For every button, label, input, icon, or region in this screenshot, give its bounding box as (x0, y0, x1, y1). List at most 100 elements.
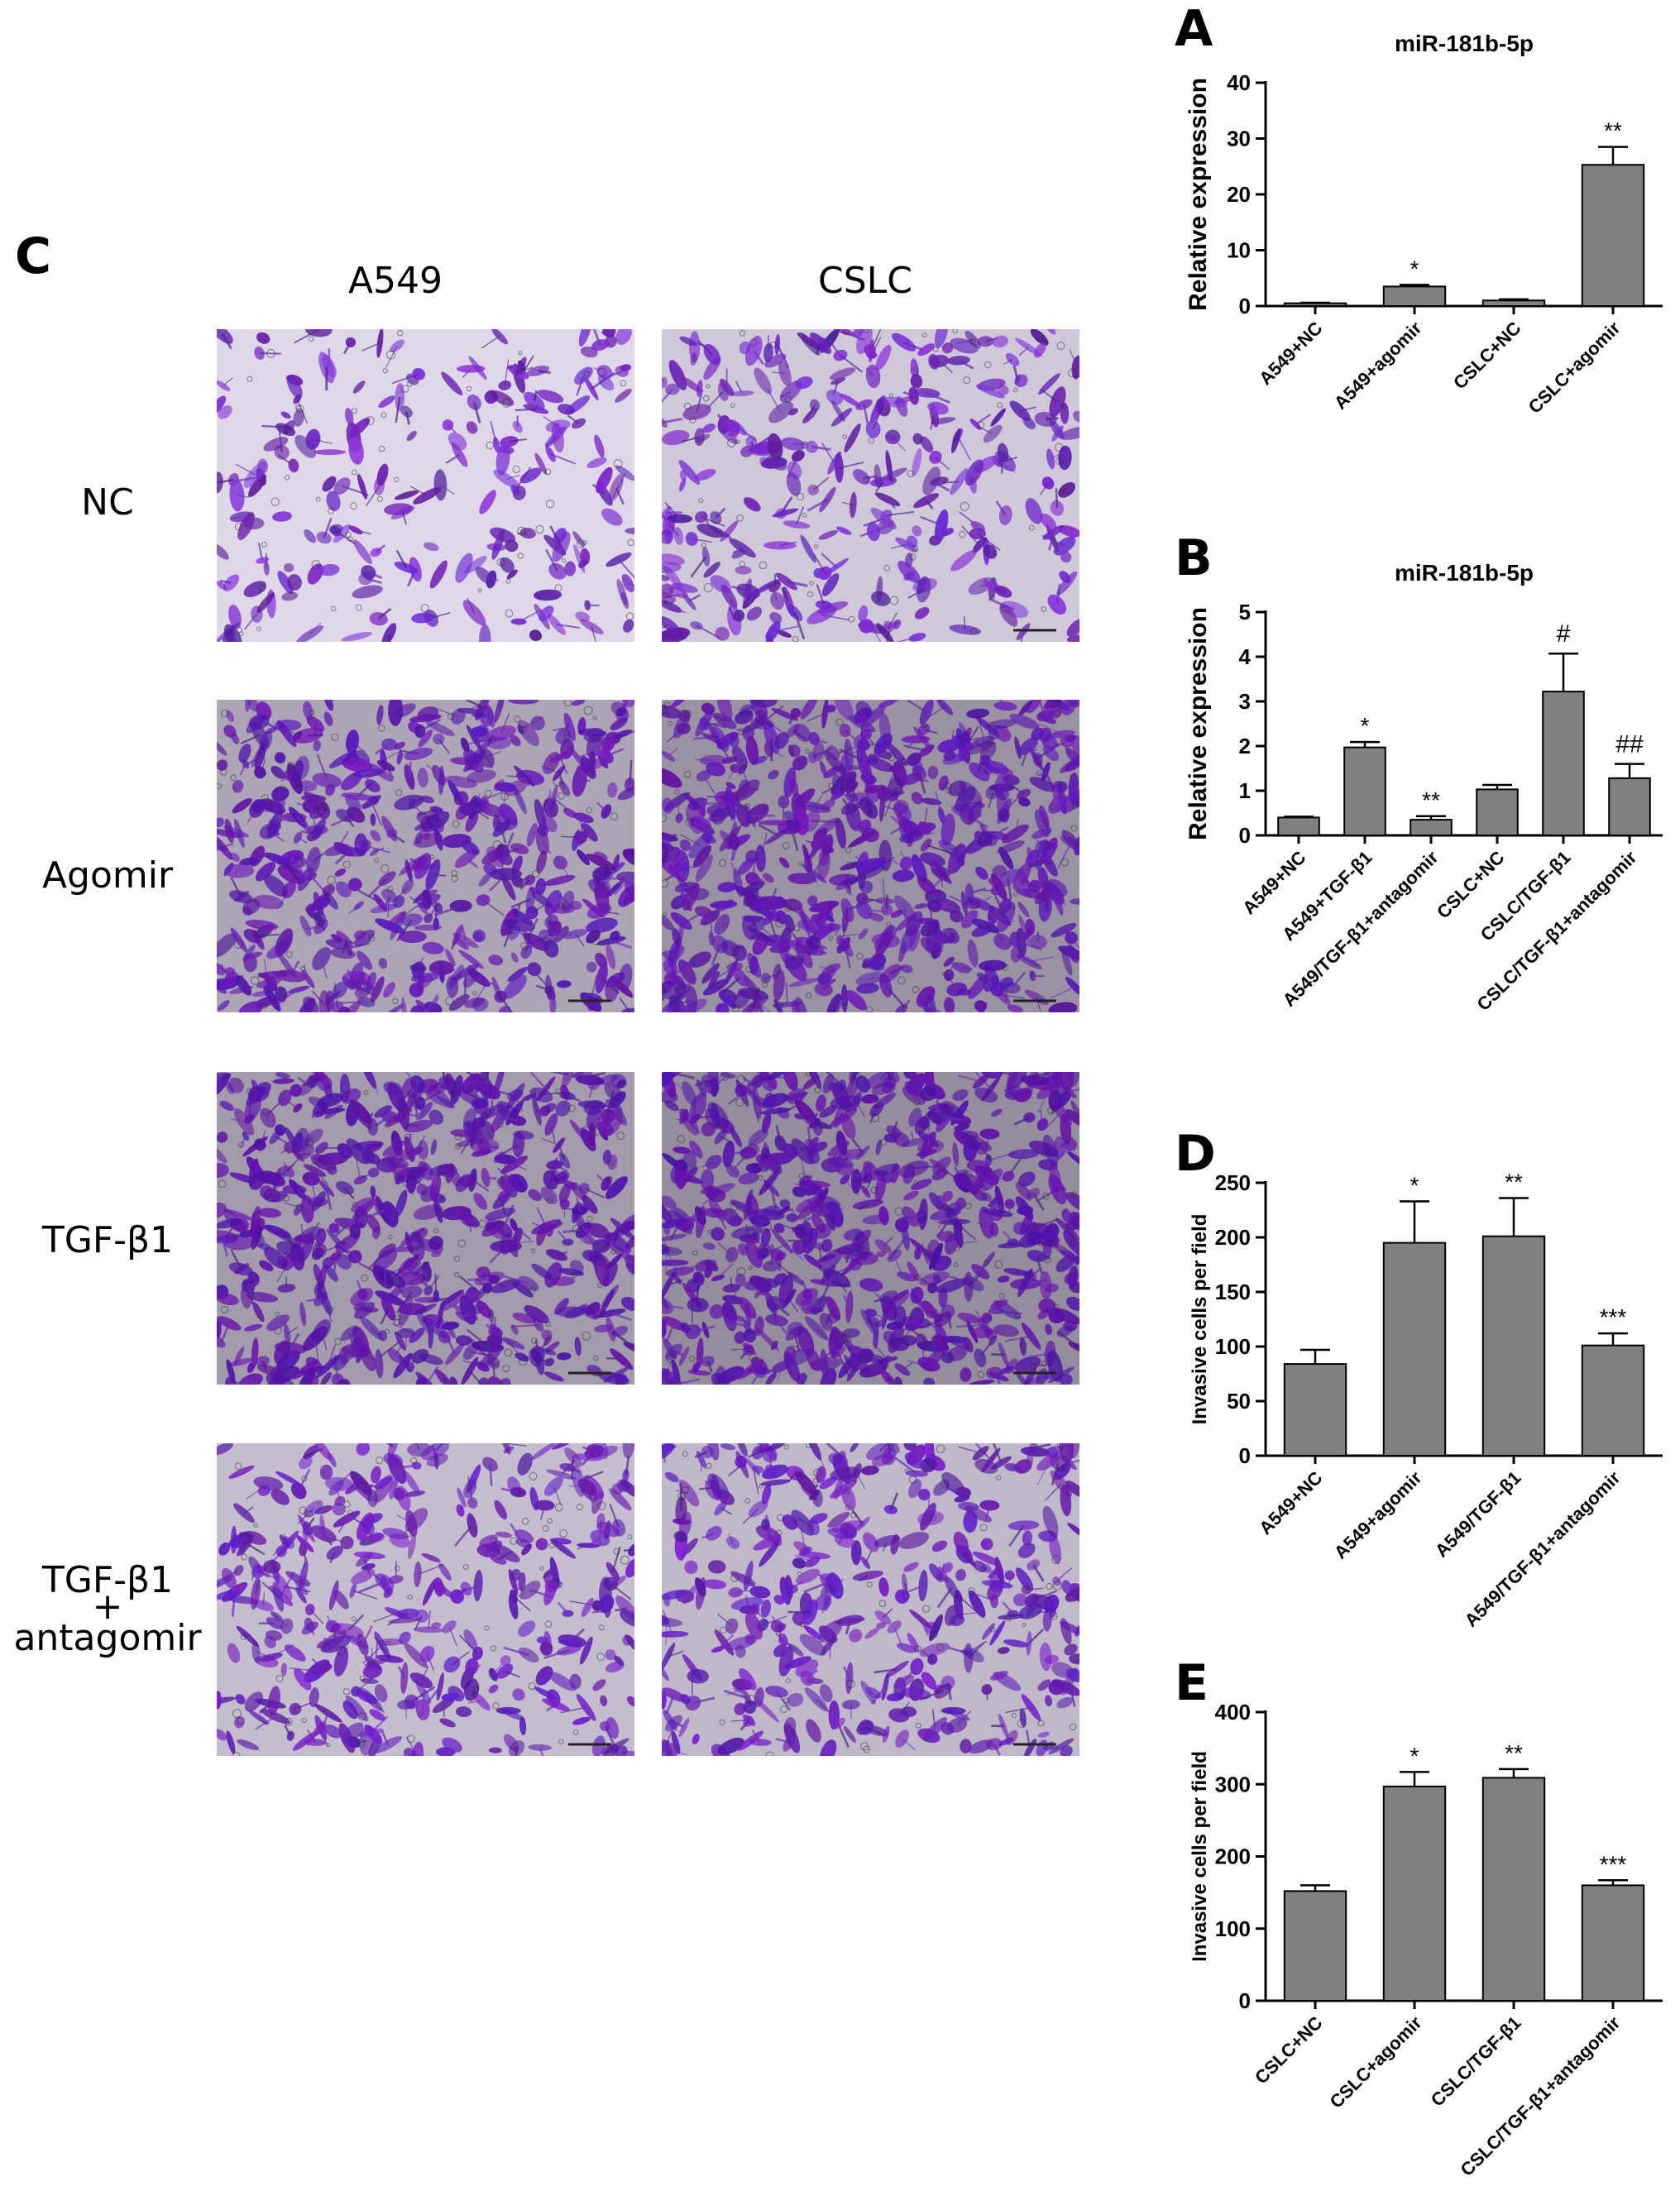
cell-process (539, 1505, 546, 1520)
cell-process (619, 997, 630, 1012)
stained-cell (787, 1321, 804, 1336)
micrograph-a549-agomir (217, 700, 634, 1012)
cell-process (250, 1008, 257, 1012)
stained-cell (845, 1290, 854, 1323)
stained-cell (297, 867, 314, 892)
cell-process (815, 795, 822, 806)
stained-cell (880, 509, 893, 522)
stained-cell (922, 466, 941, 495)
cell-process (872, 628, 882, 642)
stained-cell (997, 808, 1010, 822)
stained-cell (333, 1646, 349, 1677)
stained-cell (793, 723, 811, 742)
micrograph-background (217, 329, 634, 642)
cell-process (317, 1244, 342, 1255)
stained-cell (495, 1706, 521, 1715)
stained-cell (450, 1589, 464, 1604)
membrane-pore (703, 395, 710, 402)
stained-cell (1028, 879, 1042, 893)
membrane-pore (381, 412, 387, 419)
membrane-pore (1055, 443, 1064, 452)
stained-cell (749, 900, 761, 914)
stained-cell (274, 994, 286, 1004)
cell-process (845, 1248, 851, 1264)
cell-process (775, 1738, 790, 1744)
stained-cell (335, 809, 354, 823)
stained-cell (467, 964, 486, 983)
stained-cell (975, 866, 988, 880)
stained-cell (348, 436, 364, 465)
stained-cell (234, 1263, 250, 1275)
cell-process (313, 852, 325, 862)
stained-cell (853, 469, 871, 485)
stained-cell (914, 606, 930, 620)
stained-cell (274, 752, 286, 764)
cell-process (288, 729, 299, 737)
stained-cell (312, 773, 342, 788)
stained-cell (692, 1734, 700, 1744)
cell-process (560, 1706, 586, 1714)
stained-cell (361, 1677, 379, 1684)
stained-cell (989, 1222, 999, 1237)
membrane-pore (261, 541, 267, 548)
stained-cell (328, 1223, 340, 1233)
cell-process (1062, 1008, 1071, 1012)
stained-cell (717, 882, 737, 892)
stained-cell (290, 1084, 303, 1098)
stained-cell (921, 1300, 937, 1318)
membrane-pore (607, 863, 614, 870)
cell-process (550, 453, 577, 465)
membrane-pore (535, 633, 543, 640)
cell-process (958, 359, 974, 370)
cell-process (1011, 971, 1026, 989)
cell-process (669, 1347, 684, 1357)
stained-cell (356, 950, 373, 970)
cell-process (936, 1215, 953, 1237)
stained-cell (563, 807, 577, 819)
stained-cell (233, 1565, 244, 1576)
stained-cell (990, 1299, 1008, 1309)
membrane-pore (745, 803, 751, 809)
stained-cell (431, 1251, 442, 1258)
cell-process (907, 700, 927, 713)
cell-process (879, 1072, 889, 1080)
membrane-pore (394, 476, 400, 482)
cell-process (290, 1151, 306, 1169)
stained-cell (403, 1747, 416, 1756)
membrane-pore (802, 513, 807, 518)
cell-process (311, 1658, 323, 1670)
stained-cell (302, 1171, 320, 1186)
cell-process (977, 533, 1001, 551)
cell-process (375, 743, 390, 755)
stained-cell (834, 700, 854, 720)
cell-process (995, 500, 1007, 516)
stained-cell (933, 1109, 950, 1125)
cell-process (523, 775, 529, 787)
stained-cell (472, 931, 484, 942)
stained-cell (725, 782, 736, 790)
cell-process (605, 1356, 622, 1361)
membrane-pore (620, 380, 627, 387)
stained-cell (390, 339, 405, 353)
stained-cell (271, 786, 290, 801)
cell-process (945, 1116, 964, 1122)
membrane-pore (305, 1139, 314, 1148)
stained-cell (813, 828, 827, 842)
stained-cell (457, 1206, 474, 1227)
cell-process (924, 898, 936, 907)
stained-cell (324, 892, 338, 910)
cell-process (717, 1241, 733, 1256)
stained-cell (1058, 525, 1079, 538)
stained-cell (393, 1352, 413, 1379)
stained-cell (1003, 1639, 1030, 1648)
cell-process (283, 1533, 289, 1543)
stained-cell (387, 1443, 399, 1457)
stained-cell (623, 619, 634, 633)
stained-cell (531, 891, 553, 908)
cell-process (997, 461, 1016, 473)
stained-cell (881, 1672, 889, 1701)
stained-cell (466, 725, 482, 751)
membrane-pore (969, 628, 978, 635)
stained-cell (417, 768, 428, 788)
stained-cell (927, 401, 949, 415)
